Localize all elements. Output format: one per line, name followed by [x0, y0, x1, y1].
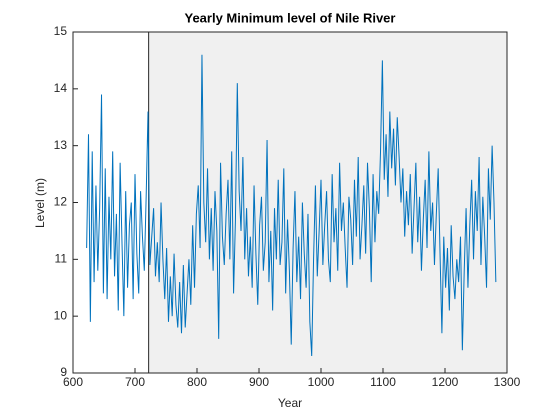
x-tick-label: 700 [125, 375, 145, 389]
y-tick-label: 11 [55, 252, 68, 266]
x-tick-label: 800 [187, 375, 207, 389]
x-tick-label: 1100 [370, 375, 396, 389]
chart-title: Yearly Minimum level of Nile River [185, 10, 396, 25]
y-tick-label: 12 [54, 195, 68, 209]
data-line [86, 54, 497, 356]
y-tick-label: 10 [54, 308, 68, 322]
y-axis-label: Level (m) [33, 178, 47, 228]
x-tick-label: 1300 [494, 375, 521, 389]
x-tick-label: 900 [249, 375, 269, 389]
x-tick-label: 1200 [432, 375, 459, 389]
x-axis-label: Year [278, 396, 302, 410]
y-tick-label: 9 [60, 365, 67, 379]
y-tick-label: 14 [54, 81, 68, 95]
y-tick-label: 13 [54, 138, 68, 152]
x-tick-label: 600 [63, 375, 83, 389]
x-tick-label: 1000 [308, 375, 335, 389]
y-tick-label: 15 [54, 24, 68, 38]
